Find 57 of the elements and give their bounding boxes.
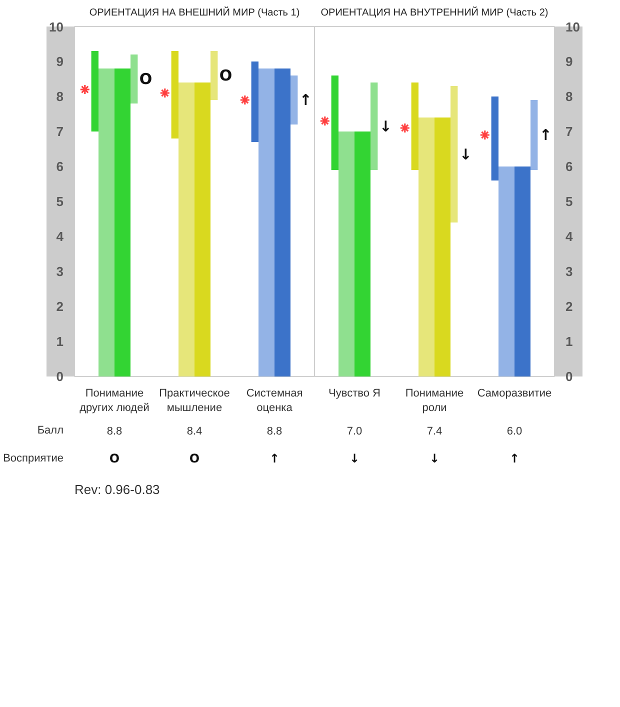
data-label: 8.8: [106, 426, 122, 438]
annotation: ↓: [379, 117, 392, 136]
data-label: ↓: [429, 452, 440, 466]
x-tick-label: Понимание других людей: [80, 388, 150, 414]
data-label: 8.8: [266, 426, 282, 438]
y2-tick-label: 9: [566, 54, 573, 69]
data-label: O: [189, 452, 200, 466]
point: [240, 94, 250, 106]
annotation: ↓: [459, 145, 472, 164]
y2-tick-label: 0: [566, 369, 573, 384]
y-tick-label: 6: [56, 159, 64, 174]
y2-tick-label: 5: [566, 194, 573, 209]
y2-tick-label: 1: [566, 334, 573, 349]
data-label: 6.0: [506, 426, 522, 438]
annotation: ↑: [539, 126, 552, 144]
point: [80, 84, 90, 95]
y-tick-label: 5: [56, 194, 64, 209]
chart-title: ОРИЕНТАЦИЯ НА ВНЕШНИЙ МИР (Часть 1): [89, 5, 300, 18]
annotation: ↑: [299, 91, 312, 109]
y2-tick-label: 6: [566, 159, 573, 174]
x-tick-label: Системная оценка: [246, 388, 303, 414]
x-tick-label: Понимание роли: [405, 388, 464, 414]
y2-tick-label: 4: [566, 229, 574, 244]
y2-tick-label: 7: [566, 124, 573, 139]
y-tick-label: 3: [56, 264, 64, 279]
data-label: ↑: [269, 452, 280, 466]
x-tick-label: Практическое мышление: [159, 388, 230, 414]
y2-tick-label: 10: [566, 20, 580, 34]
y-tick-label: 4: [56, 229, 64, 244]
text: Восприятие: [3, 452, 64, 464]
data-label: 7.0: [346, 426, 362, 438]
annotation: O: [219, 66, 232, 84]
point: [480, 130, 490, 140]
text: Rev: 0.96-0.83: [74, 482, 160, 497]
y-tick-label: 9: [56, 54, 64, 69]
annotation: O: [139, 70, 152, 88]
y-tick-label: 8: [56, 89, 64, 104]
y2-tick-label: 3: [566, 264, 573, 279]
y-tick-label: 1: [56, 334, 64, 349]
data-label: ↓: [349, 452, 360, 466]
data-label: O: [109, 452, 120, 466]
y-tick-label: 10: [49, 20, 64, 34]
y-tick-label: 7: [56, 124, 64, 139]
point: [160, 88, 170, 98]
x-tick-label: Чувство Я: [328, 388, 381, 400]
point: [400, 122, 410, 134]
y2-tick-label: 2: [566, 299, 573, 314]
y-tick-label: 2: [56, 299, 64, 314]
text: Балл: [37, 424, 64, 436]
data-label: 8.4: [186, 426, 202, 438]
point: [320, 116, 330, 126]
data-label: 7.4: [426, 426, 442, 438]
x-tick-label: Саморазвитие: [477, 388, 552, 400]
data-label: ↑: [509, 452, 520, 466]
chart-subtitle: ОРИЕНТАЦИЯ НА ВНУТРЕННИЙ МИР (Часть 2): [320, 5, 548, 18]
y-tick-label: 0: [56, 369, 64, 384]
y2-tick-label: 8: [566, 89, 573, 104]
